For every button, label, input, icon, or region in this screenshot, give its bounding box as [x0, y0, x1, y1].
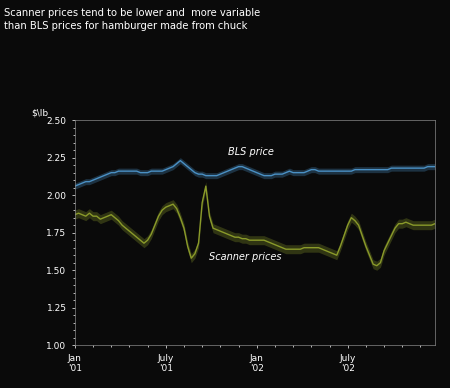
- Text: BLS price: BLS price: [228, 147, 274, 157]
- Text: Scanner prices tend to be lower and  more variable
than BLS prices for hamburger: Scanner prices tend to be lower and more…: [4, 8, 261, 31]
- Text: $\lb: $\lb: [32, 109, 49, 118]
- Text: Scanner prices: Scanner prices: [209, 253, 282, 262]
